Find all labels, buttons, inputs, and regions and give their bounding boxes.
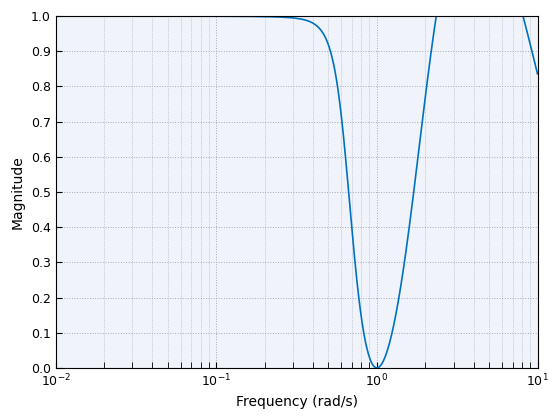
Y-axis label: Magnitude: Magnitude (11, 155, 25, 229)
X-axis label: Frequency (rad/s): Frequency (rad/s) (236, 395, 357, 409)
